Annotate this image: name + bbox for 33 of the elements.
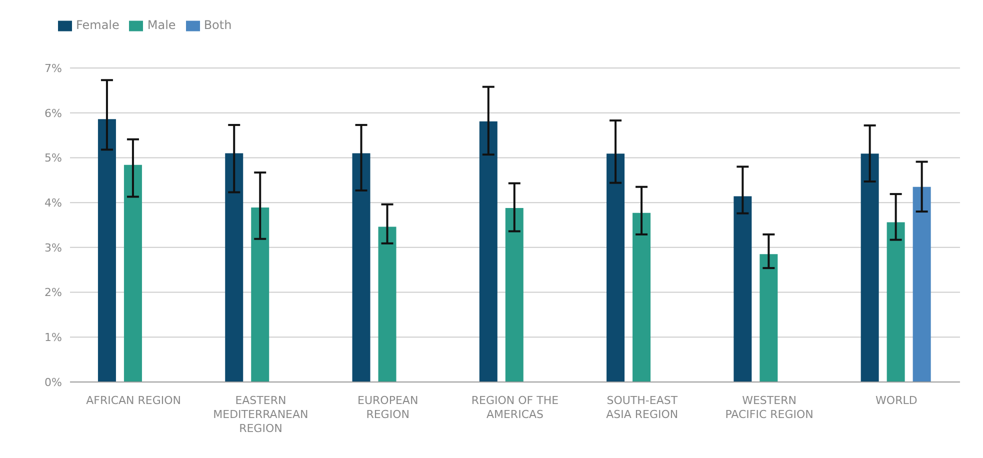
y-tick-label: 2% bbox=[44, 286, 62, 300]
y-tick-label: 0% bbox=[44, 376, 62, 389]
x-tick-label: AFRICAN REGION bbox=[86, 394, 182, 407]
legend-label: Female bbox=[76, 18, 120, 32]
bar bbox=[860, 154, 879, 382]
bar bbox=[734, 196, 752, 382]
x-tick-label: EASTERN MEDITERRANEAN REGION bbox=[213, 394, 308, 435]
bar bbox=[124, 164, 142, 382]
y-tick-label: 4% bbox=[44, 196, 62, 210]
bar bbox=[479, 121, 498, 382]
bar bbox=[632, 212, 651, 382]
y-tick-label: 1% bbox=[44, 331, 62, 344]
bar bbox=[760, 254, 778, 382]
bar bbox=[505, 208, 524, 382]
bar bbox=[912, 186, 931, 382]
y-tick-label: 7% bbox=[44, 62, 62, 75]
x-tick-label: WESTERN PACIFIC REGION bbox=[725, 394, 814, 421]
bar bbox=[886, 222, 905, 382]
bar bbox=[378, 226, 396, 382]
bar bbox=[225, 153, 244, 382]
legend-label: Male bbox=[147, 18, 176, 32]
bar bbox=[352, 153, 370, 382]
x-tick-label: EUROPEAN REGION bbox=[358, 394, 418, 421]
y-tick-label: 3% bbox=[44, 241, 62, 254]
bar bbox=[98, 119, 116, 382]
bar bbox=[251, 208, 270, 382]
x-tick-label: REGION OF THE AMERICAS bbox=[471, 394, 559, 421]
y-tick-label: 5% bbox=[44, 152, 62, 165]
x-tick-label: SOUTH-EAST ASIA REGION bbox=[606, 394, 678, 421]
x-tick-label: WORLD bbox=[876, 394, 918, 407]
y-tick-label: 6% bbox=[44, 106, 62, 120]
legend-label: Both bbox=[204, 18, 232, 32]
bar bbox=[606, 154, 625, 382]
